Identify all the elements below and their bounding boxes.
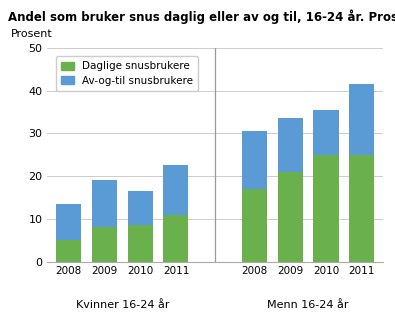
Bar — [92, 227, 117, 262]
Bar — [92, 180, 117, 227]
Bar — [278, 172, 303, 262]
Bar — [314, 155, 339, 262]
Bar — [242, 189, 267, 262]
Bar — [242, 131, 267, 189]
Legend: Daglige snusbrukere, Av-og-til snusbrukere: Daglige snusbrukere, Av-og-til snusbruke… — [56, 56, 198, 91]
Bar — [164, 165, 188, 215]
Bar — [128, 225, 153, 262]
Bar — [56, 204, 81, 240]
Bar — [128, 191, 153, 225]
Bar — [349, 84, 374, 155]
Text: Menn 16-24 år: Menn 16-24 år — [267, 300, 349, 310]
Bar — [56, 240, 81, 262]
Bar — [164, 215, 188, 262]
Bar — [278, 118, 303, 172]
Text: Prosent: Prosent — [11, 29, 52, 39]
Text: Andel som bruker snus daglig eller av og til, 16-24 år. Prosent: Andel som bruker snus daglig eller av og… — [8, 10, 395, 24]
Text: Kvinner 16-24 år: Kvinner 16-24 år — [76, 300, 169, 310]
Bar — [349, 155, 374, 262]
Bar — [314, 110, 339, 155]
